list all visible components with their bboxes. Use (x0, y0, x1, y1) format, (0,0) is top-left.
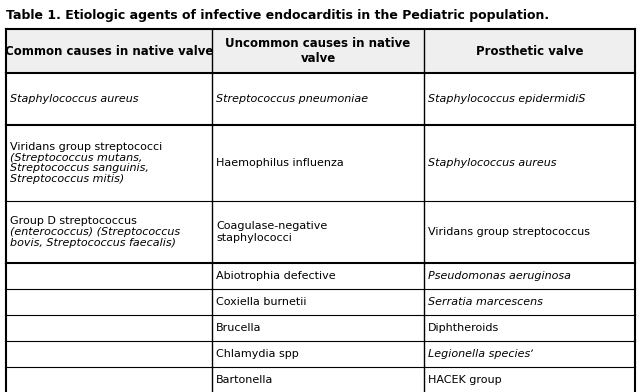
Text: Diphtheroids: Diphtheroids (428, 323, 499, 333)
Text: Brucella: Brucella (216, 323, 262, 333)
Text: Common causes in native valve: Common causes in native valve (5, 45, 213, 58)
Text: bovis, Streptococcus faecalis): bovis, Streptococcus faecalis) (10, 238, 176, 248)
Text: Group D streptococcus: Group D streptococcus (10, 216, 137, 226)
Text: Haemophilus influenza: Haemophilus influenza (216, 158, 344, 168)
Text: (enterococcus) (Streptococcus: (enterococcus) (Streptococcus (10, 227, 180, 237)
Text: Staphylococcus epidermidiS: Staphylococcus epidermidiS (428, 94, 585, 104)
Text: Streptococcus sanguinis,: Streptococcus sanguinis, (10, 163, 149, 173)
Text: Legionella speciesʼ: Legionella speciesʼ (428, 349, 533, 359)
Text: Coagulase-negative
staphylococci: Coagulase-negative staphylococci (216, 221, 328, 243)
Text: Streptococcus mitis): Streptococcus mitis) (10, 174, 124, 184)
Text: Staphylococcus aureus: Staphylococcus aureus (10, 94, 138, 104)
Text: Coxiella burnetii: Coxiella burnetii (216, 297, 307, 307)
Text: (Streptococcus mutans,: (Streptococcus mutans, (10, 152, 142, 163)
Text: Chlamydia spp: Chlamydia spp (216, 349, 299, 359)
Bar (6, 29, 635, 73)
Text: Abiotrophia defective: Abiotrophia defective (216, 271, 336, 281)
Text: Viridans group streptococcus: Viridans group streptococcus (428, 227, 590, 237)
Text: Table 1. Etiologic agents of infective endocarditis in the Pediatric population.: Table 1. Etiologic agents of infective e… (6, 9, 549, 22)
Text: Pseudomonas aeruginosa: Pseudomonas aeruginosa (428, 271, 570, 281)
Text: Viridans group streptococci: Viridans group streptococci (10, 142, 162, 152)
Text: Bartonella: Bartonella (216, 375, 274, 385)
Text: Streptococcus pneumoniae: Streptococcus pneumoniae (216, 94, 369, 104)
Text: Prosthetic valve: Prosthetic valve (476, 45, 583, 58)
Text: Uncommon causes in native
valve: Uncommon causes in native valve (226, 37, 411, 65)
Text: HACEK group: HACEK group (428, 375, 501, 385)
Text: Serratia marcescens: Serratia marcescens (428, 297, 542, 307)
Text: Staphylococcus aureus: Staphylococcus aureus (428, 158, 556, 168)
